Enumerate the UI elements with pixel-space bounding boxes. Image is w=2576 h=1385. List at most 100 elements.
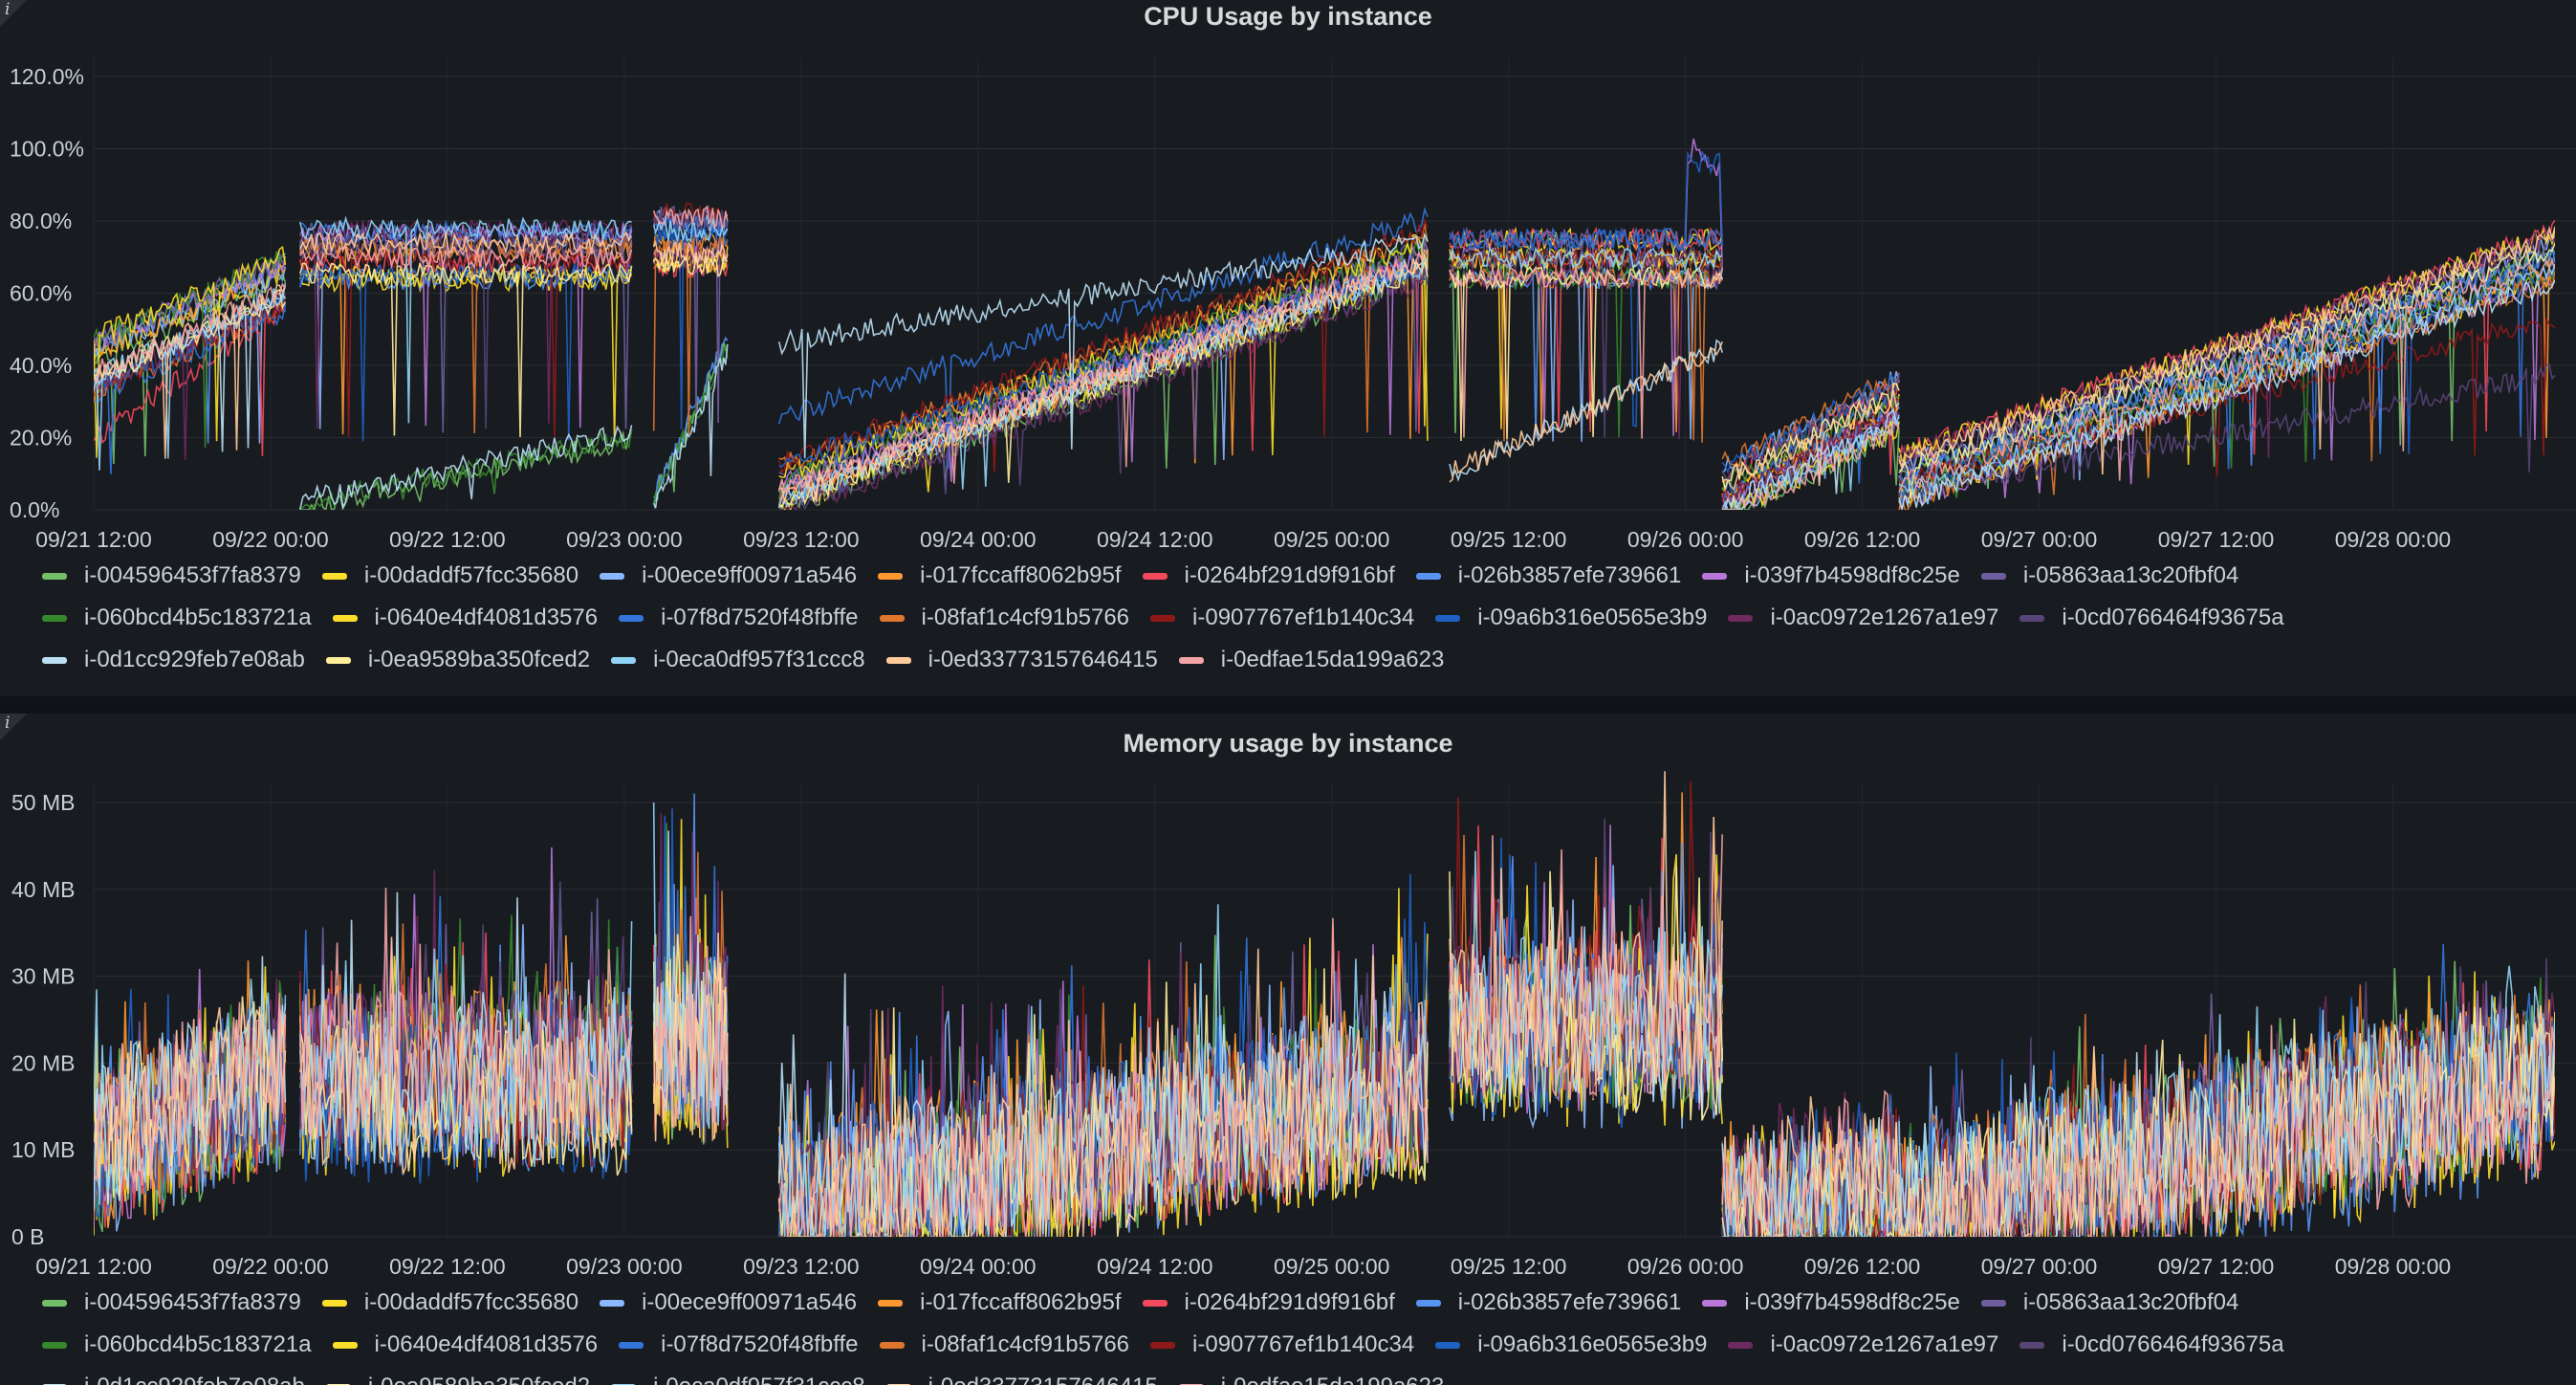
legend-item[interactable]: i-004596453f7fa8379: [42, 560, 301, 592]
legend-item[interactable]: i-07f8d7520f48fbffe: [619, 1329, 859, 1361]
legend-item[interactable]: i-0eca0df957f31ccc8: [611, 644, 865, 676]
legend-item[interactable]: i-00ece9ff00971a546: [600, 1286, 857, 1319]
cpu-usage-chart[interactable]: 0.0% 20.0% 40.0% 60.0% 80.0% 100.0% 120.0% 09/2…: [0, 0, 2576, 696]
legend-label: i-0640e4df4081d3576: [374, 1331, 599, 1357]
legend-label: i-08faf1c4cf91b5766: [921, 605, 1130, 630]
info-icon[interactable]: i: [5, 714, 11, 733]
legend-swatch: [600, 1299, 625, 1307]
legend-label: i-004596453f7fa8379: [84, 562, 301, 588]
legend-item[interactable]: i-0640e4df4081d3576: [332, 1329, 599, 1361]
legend-item[interactable]: i-0ea9589ba350fced2: [325, 1371, 590, 1385]
legend-label: i-0ed33773157646415: [928, 647, 1158, 672]
x-tick-label: 09/23 00:00: [566, 1254, 683, 1279]
x-tick-label: 09/22 00:00: [212, 1254, 329, 1279]
legend-item[interactable]: i-0ac0972e1267a1e97: [1728, 1329, 1998, 1361]
legend-item[interactable]: i-0d1cc929feb7e08ab: [42, 644, 305, 676]
series-line[interactable]: [94, 138, 2555, 510]
legend-item[interactable]: i-08faf1c4cf91b5766: [879, 1329, 1129, 1361]
x-tick-label: 09/23 12:00: [743, 1254, 860, 1279]
series-line[interactable]: [94, 205, 2555, 510]
y-tick-label: 20.0%: [10, 426, 72, 451]
y-tick-label: 120.0%: [10, 64, 84, 89]
legend-item[interactable]: i-039f7b4598df8c25e: [1702, 560, 1960, 592]
legend-item[interactable]: i-026b3857efe739661: [1415, 1286, 1681, 1319]
legend-item[interactable]: i-00daddf57fcc35680: [321, 560, 579, 592]
x-tick-label: 09/22 00:00: [212, 527, 329, 552]
panel-title[interactable]: CPU Usage by instance: [1144, 2, 1432, 31]
legend-swatch: [1980, 572, 2006, 580]
memory-usage-chart[interactable]: 0 B 10 MB 20 MB 30 MB 40 MB 50 MB 09/21 12:00 0…: [0, 714, 2576, 1385]
legend-swatch: [325, 656, 351, 664]
legend-item[interactable]: i-060bcd4b5c183721a: [42, 602, 312, 634]
legend-item[interactable]: i-0264bf291d9f916bf: [1142, 1286, 1395, 1319]
legend-item[interactable]: i-0907767ef1b140c34: [1150, 602, 1414, 634]
legend-label: i-026b3857efe739661: [1457, 562, 1682, 588]
info-icon[interactable]: i: [5, 0, 11, 19]
legend-swatch: [1702, 572, 1728, 580]
legend-swatch: [325, 1383, 351, 1385]
series-line[interactable]: [94, 225, 2555, 502]
legend-item[interactable]: i-0cd0766464f93675a: [2019, 602, 2284, 634]
legend-swatch: [2019, 614, 2045, 622]
legend-item[interactable]: i-060bcd4b5c183721a: [42, 1329, 312, 1361]
legend-label: i-004596453f7fa8379: [84, 1289, 301, 1315]
legend-item[interactable]: i-0ed33773157646415: [885, 1371, 1158, 1385]
legend-item[interactable]: i-0edfae15da199a623: [1178, 1371, 1444, 1385]
legend-swatch: [1150, 614, 1176, 622]
legend-item[interactable]: i-0640e4df4081d3576: [332, 602, 598, 634]
legend-swatch: [878, 572, 904, 580]
legend-item[interactable]: i-09a6b316e0565e3b9: [1435, 602, 1707, 634]
legend-label: i-0ac0972e1267a1e97: [1770, 605, 1999, 630]
panel-info-corner[interactable]: [0, 714, 27, 740]
legend-label: i-00daddf57fcc35680: [363, 1289, 579, 1315]
legend-item[interactable]: i-09a6b316e0565e3b9: [1435, 1329, 1707, 1361]
x-tick-label: 09/24 12:00: [1097, 527, 1213, 552]
legend-item[interactable]: i-0edfae15da199a623: [1178, 644, 1444, 676]
legend-item[interactable]: i-0ed33773157646415: [885, 644, 1158, 676]
legend-item[interactable]: i-0ea9589ba350fced2: [325, 644, 590, 676]
legend-item[interactable]: i-00daddf57fcc35680: [321, 1286, 579, 1319]
legend-item[interactable]: i-0cd0766464f93675a: [2019, 1329, 2284, 1361]
x-tick-label: 09/23 00:00: [566, 527, 683, 552]
legend-item[interactable]: i-017fccaff8062b95f: [878, 1286, 1122, 1319]
legend-item[interactable]: i-07f8d7520f48fbffe: [619, 602, 859, 634]
legend-label: i-039f7b4598df8c25e: [1744, 1289, 1960, 1315]
legend-item[interactable]: i-08faf1c4cf91b5766: [879, 602, 1130, 634]
legend-label: i-07f8d7520f48fbffe: [661, 1331, 859, 1357]
legend-item[interactable]: i-0d1cc929feb7e08ab: [42, 1371, 305, 1385]
series-line[interactable]: [94, 242, 2555, 507]
series-line[interactable]: [94, 231, 2555, 510]
legend-label: i-060bcd4b5c183721a: [84, 605, 312, 630]
legend-item[interactable]: i-017fccaff8062b95f: [878, 560, 1122, 592]
legend-item[interactable]: i-0907767ef1b140c34: [1150, 1329, 1414, 1361]
legend-swatch: [42, 572, 67, 580]
legend-swatch: [1728, 614, 1754, 622]
legend-label: i-0907767ef1b140c34: [1192, 1331, 1415, 1357]
y-tick-label: 80.0%: [10, 209, 72, 233]
x-tick-label: 09/28 00:00: [2335, 527, 2452, 552]
x-tick-label: 09/26 00:00: [1627, 527, 1744, 552]
y-tick-label: 40 MB: [11, 877, 75, 902]
legend-item[interactable]: i-004596453f7fa8379: [42, 1286, 301, 1319]
chart-legend: i-004596453f7fa8379 i-00daddf57fcc35680 i-…: [42, 1286, 2547, 1385]
legend-item[interactable]: i-05863aa13c20fbf04: [1980, 560, 2238, 592]
legend-item[interactable]: i-0ac0972e1267a1e97: [1728, 602, 1998, 634]
panel-info-corner[interactable]: [0, 0, 27, 27]
panel-title[interactable]: Memory usage by instance: [1123, 729, 1453, 758]
y-tick-label: 60.0%: [10, 281, 72, 306]
x-tick-label: 09/26 00:00: [1627, 1254, 1744, 1279]
legend-item[interactable]: i-039f7b4598df8c25e: [1702, 1286, 1960, 1319]
legend-swatch: [1702, 1299, 1728, 1307]
legend-item[interactable]: i-05863aa13c20fbf04: [1980, 1286, 2239, 1319]
legend-label: i-017fccaff8062b95f: [920, 562, 1122, 588]
legend-item[interactable]: i-026b3857efe739661: [1415, 560, 1682, 592]
legend-item[interactable]: i-00ece9ff00971a546: [600, 560, 857, 592]
legend-item[interactable]: i-0264bf291d9f916bf: [1142, 560, 1395, 592]
series-line[interactable]: [94, 834, 2555, 1237]
legend-item[interactable]: i-0eca0df957f31ccc8: [611, 1371, 865, 1385]
legend-label: i-05863aa13c20fbf04: [2022, 1289, 2239, 1315]
series-line[interactable]: [94, 150, 2555, 506]
series-line[interactable]: [94, 202, 2555, 503]
legend-label: i-0264bf291d9f916bf: [1184, 562, 1395, 588]
y-tick-label: 50 MB: [11, 790, 75, 815]
